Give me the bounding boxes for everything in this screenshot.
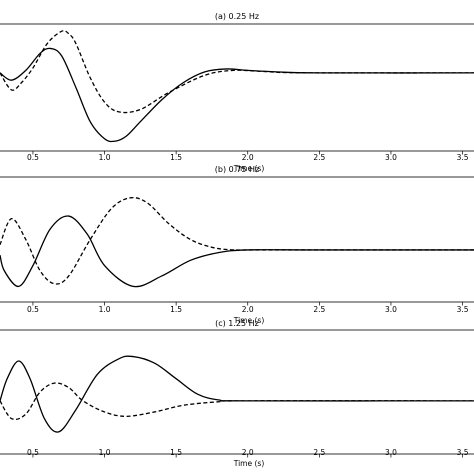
x-tick-label: 1.0 [99,153,111,162]
series-line-dashed [0,196,474,285]
plot-frame [0,176,474,303]
x-tick-label: 0.5 [27,153,39,162]
plot-frame [0,329,474,455]
x-tick-label: 2.0 [242,448,254,457]
x-tick-label: 3.0 [385,448,397,457]
series-line-solid [0,215,474,288]
x-tick-label: 0.5 [27,448,39,457]
chart-panel-2: (b) 0.75 Hz 0.5 1.0 1.5 2.0 2.5 3.0 3.5 Time (s) [0,165,474,325]
x-tick-label: 2.5 [313,305,325,314]
series-line-solid [0,355,474,433]
x-axis-label: Time (s) [233,164,265,173]
chart-panel-3: (c) 1.25 Hz 0.5 1.0 1.5 2.0 2.5 3.0 3.5 Time (s) [0,319,474,468]
x-tick-label: 1.0 [99,448,111,457]
x-tick-label: 1.5 [170,448,182,457]
x-tick-label: 1.0 [99,305,111,314]
chart-panel-1: (a) 0.25 Hz 0.5 1.0 1.5 2.0 2.5 3.0 3.5 Time (s) [0,12,474,173]
x-tick-label: 2.0 [242,305,254,314]
x-tick-label: 3.0 [385,305,397,314]
x-tick-label: 1.5 [170,153,182,162]
chart-title: (c) 1.25 Hz [215,319,259,328]
series-line-dashed [0,30,474,114]
x-tick-label: 0.5 [27,305,39,314]
x-tick-label: 2.0 [242,153,254,162]
plot-frame [0,23,474,152]
x-axis-label: Time (s) [233,459,265,468]
series-line-solid [0,47,474,143]
x-tick-label: 3.5 [457,305,469,314]
x-tick-label: 2.5 [313,153,325,162]
x-tick-label: 2.5 [313,448,325,457]
x-axis-label: Time (s) [233,316,265,325]
x-tick-label: 3.5 [457,448,469,457]
chart-title: (b) 0.75 Hz [215,165,259,174]
x-tick-label: 3.0 [385,153,397,162]
x-tick-label: 1.5 [170,305,182,314]
series-line-dashed [0,382,474,421]
chart-title: (a) 0.25 Hz [215,12,259,21]
x-tick-label: 3.5 [457,153,469,162]
